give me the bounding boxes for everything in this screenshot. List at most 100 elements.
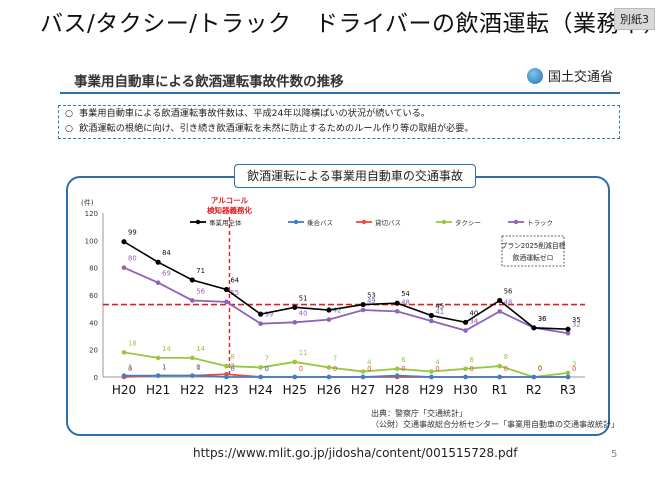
data-label: 1 [196, 364, 200, 372]
data-label: 41 [435, 308, 444, 316]
annotation-text: 検知器義務化 [207, 205, 252, 215]
data-label: 54 [401, 290, 410, 298]
legend-label: タクシー [455, 218, 481, 227]
series-line [124, 374, 568, 378]
x-tick-label: H22 [180, 383, 204, 397]
x-tick-label: H23 [214, 383, 238, 397]
data-label: 0 [196, 364, 200, 372]
attachment-badge: 別紙3 [614, 8, 655, 30]
target-box [501, 235, 565, 267]
data-label: 48 [504, 298, 513, 306]
target-box-text: 飲酒運転ゼロ [513, 253, 554, 262]
footer-url: https://www.mlit.go.jp/jidosha/content/0… [193, 446, 518, 460]
data-point [326, 374, 332, 380]
data-label: 14 [162, 345, 171, 353]
data-label: 40 [470, 309, 479, 317]
summary-note: ○ 飲酒運転の根絶に向け、引き続き飲酒運転を未然に防止するためのルール作り等の取組… [59, 121, 619, 136]
data-point [463, 374, 468, 380]
data-point [360, 301, 366, 308]
data-point [360, 374, 366, 380]
target-box-text: プラン2025削減目標 [501, 241, 566, 250]
data-label: 0 [333, 365, 337, 373]
data-label: 8 [230, 353, 234, 361]
x-tick-label: H28 [385, 383, 409, 397]
data-point [429, 318, 434, 324]
data-label: 32 [572, 320, 581, 328]
y-axis-unit-label: (件) [81, 198, 94, 207]
x-tick-label: R3 [560, 383, 576, 397]
data-label: 2 [230, 362, 234, 370]
data-point [360, 307, 366, 313]
data-point [497, 309, 502, 314]
data-point [292, 359, 298, 365]
data-label: 39 [265, 311, 274, 319]
data-label: 55 [230, 289, 239, 297]
data-label: 11 [299, 349, 308, 357]
data-point [224, 363, 229, 369]
legend-marker [513, 219, 519, 225]
data-point [155, 373, 161, 378]
data-point [326, 317, 332, 322]
data-point [428, 312, 434, 319]
data-label: 99 [128, 229, 137, 237]
y-tick-label: 100 [85, 237, 98, 245]
data-point [189, 277, 195, 283]
data-label: 4 [367, 359, 371, 367]
x-tick-label: R1 [492, 383, 508, 397]
data-label: 49 [367, 297, 376, 305]
data-point [292, 304, 298, 310]
data-point [121, 373, 127, 378]
data-point [223, 286, 230, 293]
data-point [292, 374, 298, 380]
legend-label: 事業用全体 [209, 218, 242, 227]
data-point [463, 328, 468, 333]
data-label: 3 [572, 360, 576, 368]
data-point [258, 321, 263, 327]
data-point [497, 297, 503, 304]
data-label: 0 [538, 364, 542, 372]
note-text: 飲酒運転の根絶に向け、引き続き飲酒運転を未然に防止するためのルール作り等の取組が… [79, 123, 474, 134]
summary-note: ○ 事業用自動車による飲酒運転事故件数は、平成24年以降横ばいの状況が続いている。 [59, 106, 619, 121]
y-tick-label: 0 [94, 374, 98, 382]
data-point [565, 374, 571, 380]
data-point [190, 373, 195, 378]
data-point [155, 280, 161, 286]
x-tick-label: H25 [283, 383, 307, 397]
x-tick-label: H30 [453, 383, 477, 397]
data-point [121, 239, 127, 245]
data-label: 56 [504, 287, 513, 295]
data-label: 0 [470, 365, 474, 373]
data-point [121, 265, 127, 270]
data-label: 0 [538, 365, 542, 373]
data-point [497, 374, 502, 380]
data-label: 0 [435, 365, 439, 373]
data-point [224, 374, 229, 380]
data-label: 6 [470, 356, 474, 364]
x-tick-label: H20 [112, 383, 136, 397]
data-point [292, 320, 298, 325]
data-point [224, 299, 229, 305]
document-heading: 事業用自動車による飲酒運転事故件数の推移 [74, 74, 344, 90]
data-point [531, 374, 537, 380]
data-point [190, 298, 195, 303]
data-point [531, 325, 537, 331]
data-point [565, 370, 571, 376]
data-point [155, 355, 161, 361]
data-label: 8 [504, 353, 508, 361]
data-label: 69 [162, 270, 171, 278]
data-point [326, 365, 332, 370]
data-label: 53 [367, 292, 376, 300]
data-point [565, 330, 571, 336]
series-line [123, 266, 569, 335]
legend-marker [441, 219, 447, 225]
y-tick-label: 60 [89, 292, 98, 300]
data-label: 0 [401, 365, 405, 373]
y-tick-label: 20 [89, 347, 98, 355]
ministry-name: 国土交通省 [548, 70, 614, 85]
data-point [326, 307, 332, 313]
series-line [123, 351, 569, 378]
data-label: 0 [265, 365, 269, 373]
data-point [462, 319, 469, 325]
data-label: 0 [367, 365, 371, 373]
